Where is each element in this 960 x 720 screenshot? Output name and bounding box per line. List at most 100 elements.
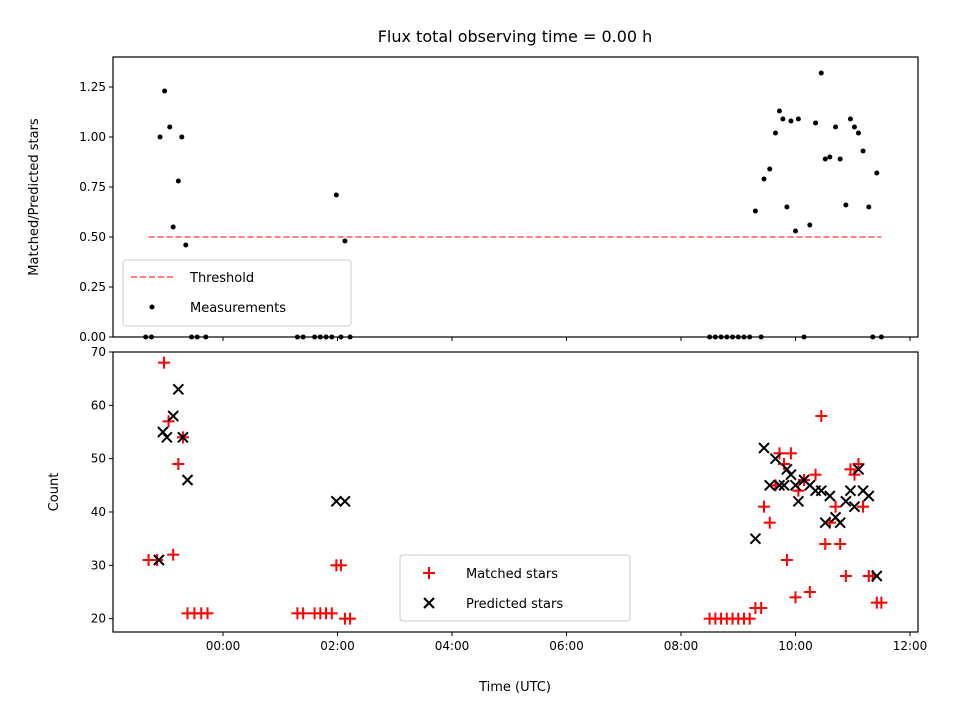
measurement-point — [874, 170, 880, 176]
matched-star-point — [172, 458, 185, 470]
matched-star-point — [809, 468, 822, 481]
predicted-star-point — [871, 570, 883, 582]
matched-star-point — [743, 612, 756, 625]
measurement-point — [167, 124, 173, 130]
measurement-point — [866, 204, 872, 210]
y-tick-label: 40 — [91, 505, 106, 519]
bottom-panel: Count Time (UTC) 20 30 40 50 60 70 00:00 02:00 0… — [47, 345, 927, 695]
measurement-point — [837, 156, 843, 162]
matched-stars-legend-marker — [423, 567, 435, 579]
bottom-axis-ticks: 20 30 40 50 60 70 00:00 02:00 04:00 06:00 08:00 10:… — [91, 345, 928, 653]
measurement-point — [170, 224, 176, 230]
y-tick-label: 30 — [91, 558, 106, 572]
x-tick-label: 04:00 — [435, 639, 470, 653]
measurement-point — [793, 228, 798, 234]
measurements-legend-marker — [149, 304, 155, 310]
measurement-point — [784, 204, 790, 210]
predicted-star-point — [848, 500, 861, 513]
predicted-star-point — [834, 516, 846, 529]
matched-star-point — [325, 607, 338, 620]
y-tick-label: 0.50 — [79, 230, 106, 244]
matched-star-point — [763, 516, 776, 529]
bottom-legend: Matched stars Predicted stars — [399, 554, 631, 622]
measurement-point — [833, 124, 839, 130]
y-tick-label: 50 — [91, 452, 106, 466]
measurement-point — [847, 116, 853, 122]
predicted-stars-legend-label: Predicted stars — [466, 597, 563, 612]
predicted-star-point — [778, 479, 790, 492]
predicted-star-point — [863, 490, 875, 502]
matched-star-point — [839, 570, 852, 582]
predicted-star-point — [824, 490, 836, 502]
measurement-point — [807, 222, 813, 228]
matched-star-point — [815, 410, 828, 422]
matched-star-point — [158, 356, 171, 369]
predicted-star-point — [181, 474, 194, 486]
matched-star-point — [758, 500, 771, 513]
x-tick-label: 02:00 — [320, 639, 355, 653]
predicted-star-point — [852, 463, 865, 476]
y-tick-label: 20 — [91, 612, 106, 626]
predicted-star-point — [789, 479, 802, 492]
measurement-point — [780, 116, 786, 122]
measurement-point — [813, 120, 819, 126]
predicted-star-point — [749, 532, 762, 545]
x-tick-label: 08:00 — [664, 639, 699, 653]
measurement-point — [827, 154, 833, 160]
predicted-stars-legend-marker — [423, 597, 435, 609]
measurement-point — [855, 130, 861, 136]
measurement-point — [342, 238, 348, 244]
top-legend-frame — [122, 259, 352, 327]
y-tick-label: 1.25 — [79, 80, 106, 94]
predicted-star-point — [769, 452, 782, 465]
measurement-point — [776, 108, 782, 114]
matched-star-point — [780, 554, 793, 566]
measurement-point — [851, 124, 857, 130]
bottom-x-axis-label: Time (UTC) — [478, 680, 551, 695]
matched-stars-legend-label: Matched stars — [466, 567, 558, 582]
measurement-point — [822, 156, 828, 162]
measurement-point — [333, 192, 339, 198]
top-legend: Threshold Measurements — [122, 259, 352, 327]
measurement-point — [772, 130, 778, 136]
x-tick-label: 06:00 — [549, 639, 584, 653]
top-panel: Flux total observing time = 0.00 h Match… — [27, 27, 919, 344]
matched-star-point — [857, 500, 870, 513]
predicted-star-point — [177, 431, 189, 444]
predicted-star-point — [792, 495, 805, 508]
matched-star-point — [789, 591, 802, 604]
predicted-star-point — [844, 484, 857, 497]
predicted-star-point — [339, 495, 351, 508]
measurement-point — [157, 134, 163, 140]
measurement-point — [183, 242, 189, 248]
y-tick-label: 60 — [91, 398, 106, 412]
predicted-star-point — [161, 431, 173, 444]
bottom-legend-frame — [399, 554, 631, 622]
matched-star-point — [792, 484, 805, 497]
predicted-star-point — [764, 479, 776, 492]
measurement-point — [761, 176, 767, 182]
y-tick-label: 0.00 — [79, 330, 106, 344]
matched-star-point — [829, 500, 842, 513]
measurement-point — [795, 116, 801, 122]
predicted-star-point — [773, 479, 786, 492]
top-axis-ticks: 0.00 0.25 0.50 0.75 1.00 1.25 — [79, 80, 911, 344]
top-axes-frame — [112, 56, 919, 338]
measurement-point — [843, 202, 849, 208]
measurement-point — [818, 70, 824, 76]
threshold-legend-label: Threshold — [189, 271, 254, 286]
matched-star-point — [819, 538, 832, 550]
bottom-series — [142, 356, 888, 625]
predicted-star-point — [758, 442, 770, 454]
measurements-legend-label: Measurements — [190, 301, 286, 316]
matched-star-point — [875, 596, 888, 609]
bottom-y-axis-label: Count — [47, 473, 62, 512]
top-y-axis-label: Matched/Predicted stars — [27, 118, 42, 276]
matched-star-point — [151, 554, 164, 566]
measurement-point — [788, 118, 794, 124]
predicted-star-point — [172, 383, 185, 396]
predicted-star-point — [815, 484, 827, 497]
matched-star-point — [784, 447, 797, 460]
x-tick-label: 10:00 — [778, 639, 813, 653]
measurement-point — [752, 208, 758, 214]
